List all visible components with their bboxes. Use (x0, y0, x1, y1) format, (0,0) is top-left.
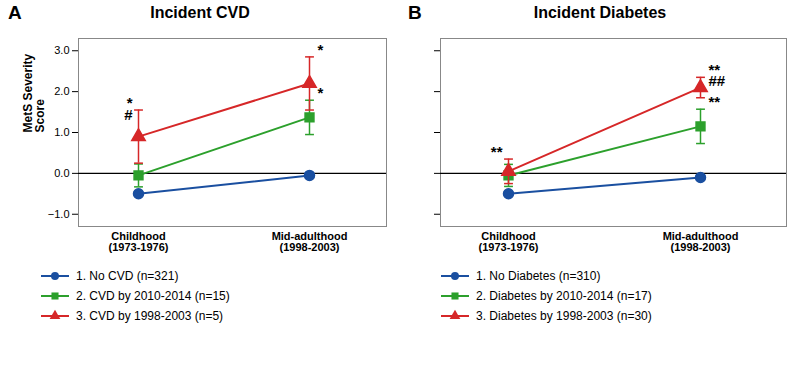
svg-text:**: ** (491, 143, 503, 160)
svg-text:0.0: 0.0 (54, 167, 69, 179)
html-text:2. Diabetes by 2010-2014 (n=17: 2. Diabetes by 2010-2014 (n=17) (476, 289, 652, 303)
html-text:B: B (408, 2, 422, 23)
svg-text:*: * (318, 41, 324, 58)
svg-text:#: # (124, 106, 133, 123)
html-text:3. CVD by 1998-2003 (n=5): 3. CVD by 1998-2003 (n=5) (76, 309, 224, 323)
html-text:1. No Diabetes (n=310): 1. No Diabetes (n=310) (476, 269, 601, 283)
svg-text:##: ## (709, 72, 726, 89)
svg-text:Mid-adulthood(1998-2003): Mid-adulthood(1998-2003) (663, 230, 739, 253)
html-text:A: A (8, 2, 22, 23)
html-text:Incident CVD: Incident CVD (150, 4, 250, 21)
svg-text:**: ** (709, 93, 721, 110)
svg-text:Childhood(1973-1976): Childhood(1973-1976) (479, 230, 539, 253)
svg-text:3.0: 3.0 (54, 44, 69, 56)
html-text:1. No CVD (n=321): 1. No CVD (n=321) (76, 269, 179, 283)
html-text:3. Diabetes by 1998-2003 (n=30: 3. Diabetes by 1998-2003 (n=30) (476, 309, 652, 323)
svg-text:−1.0: −1.0 (48, 208, 70, 220)
svg-text:Childhood(1973-1976): Childhood(1973-1976) (109, 230, 169, 253)
svg-text:*: * (318, 84, 324, 101)
svg-text:1.0: 1.0 (54, 126, 69, 138)
svg-text:Mid-adulthood(1998-2003): Mid-adulthood(1998-2003) (272, 230, 348, 253)
svg-text:2.0: 2.0 (54, 85, 69, 97)
html-text:2. CVD by 2010-2014 (n=15): 2. CVD by 2010-2014 (n=15) (76, 289, 230, 303)
html-text:Incident Diabetes: Incident Diabetes (533, 4, 667, 21)
svg-text:MetS SeverityScore: MetS SeverityScore (21, 53, 47, 132)
